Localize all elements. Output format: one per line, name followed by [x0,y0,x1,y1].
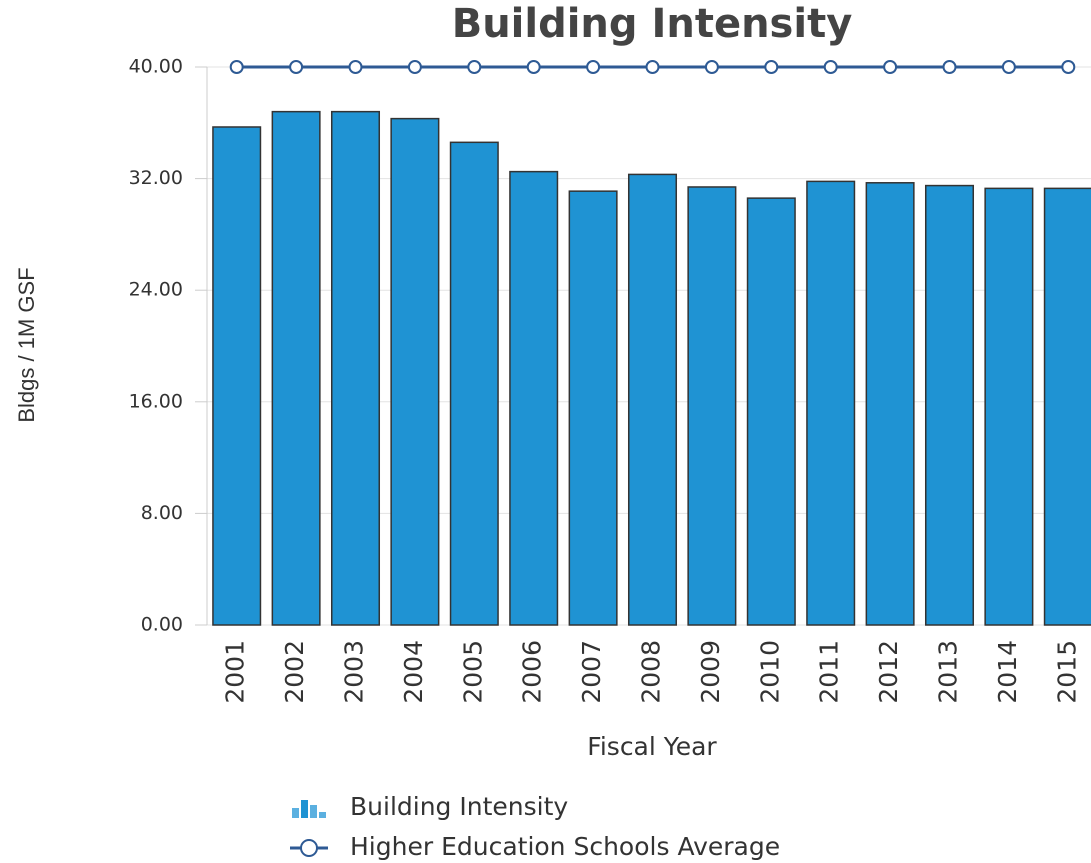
line-marker [526,60,541,74]
legend-icon [319,812,326,818]
x-tick-label: 2008 [637,640,666,704]
bar [924,184,975,626]
bar [390,117,440,626]
line-marker [586,60,601,74]
line-marker [1061,60,1076,74]
bar [271,110,321,626]
y-tick-label: 16.00 [129,390,183,412]
line-marker [289,60,304,74]
y-tick-label: 32.00 [129,167,183,189]
line-marker [942,60,957,74]
x-tick-label: 2003 [340,640,369,704]
bar [687,186,737,626]
y-tick-label: 8.00 [141,502,183,524]
legend-label: Building Intensity [350,792,568,821]
bar [330,110,381,626]
bar [984,187,1034,626]
x-tick-label: 2015 [1052,640,1081,704]
x-axis-label: Fiscal Year [587,732,717,761]
legend-label: Higher Education Schools Average [350,832,780,861]
y-tick-label: 24.00 [129,279,183,301]
x-tick-label: 2001 [221,640,250,704]
bar [746,197,796,626]
x-tick-label: 2006 [518,640,547,704]
x-tick-label: 2007 [577,640,606,704]
line-marker [883,60,898,74]
line-marker [764,60,779,74]
bar [449,141,499,626]
legend-icon [301,800,308,818]
y-tick-label: 40.00 [129,56,183,78]
line-marker [348,60,363,74]
x-tick-label: 2011 [815,640,844,704]
bar [1043,187,1091,626]
bar [627,173,678,626]
line-marker [467,60,482,74]
bar [212,126,262,626]
legend-icon [300,839,318,857]
line-marker [823,60,838,74]
x-tick-label: 2014 [993,640,1022,704]
line-marker [645,60,660,74]
line-marker [704,60,719,74]
bar [568,190,618,626]
bar [806,180,856,626]
line-marker [229,60,244,74]
chart-title: Building Intensity [452,1,853,47]
y-tick-label: 0.00 [141,614,183,636]
x-tick-label: 2012 [874,640,903,704]
x-tick-label: 2010 [755,640,784,704]
y-axis-label: Bldgs / 1M GSF [14,267,39,422]
line-marker [1001,60,1016,74]
legend-icon [310,805,317,818]
x-tick-label: 2002 [280,640,309,704]
bar [865,182,915,626]
legend-icon [292,808,299,818]
x-tick-label: 2009 [696,640,725,704]
x-tick-label: 2004 [399,640,428,704]
line-marker [407,60,422,74]
x-tick-label: 2005 [458,640,487,704]
bar [509,170,559,626]
x-tick-label: 2013 [934,640,963,704]
